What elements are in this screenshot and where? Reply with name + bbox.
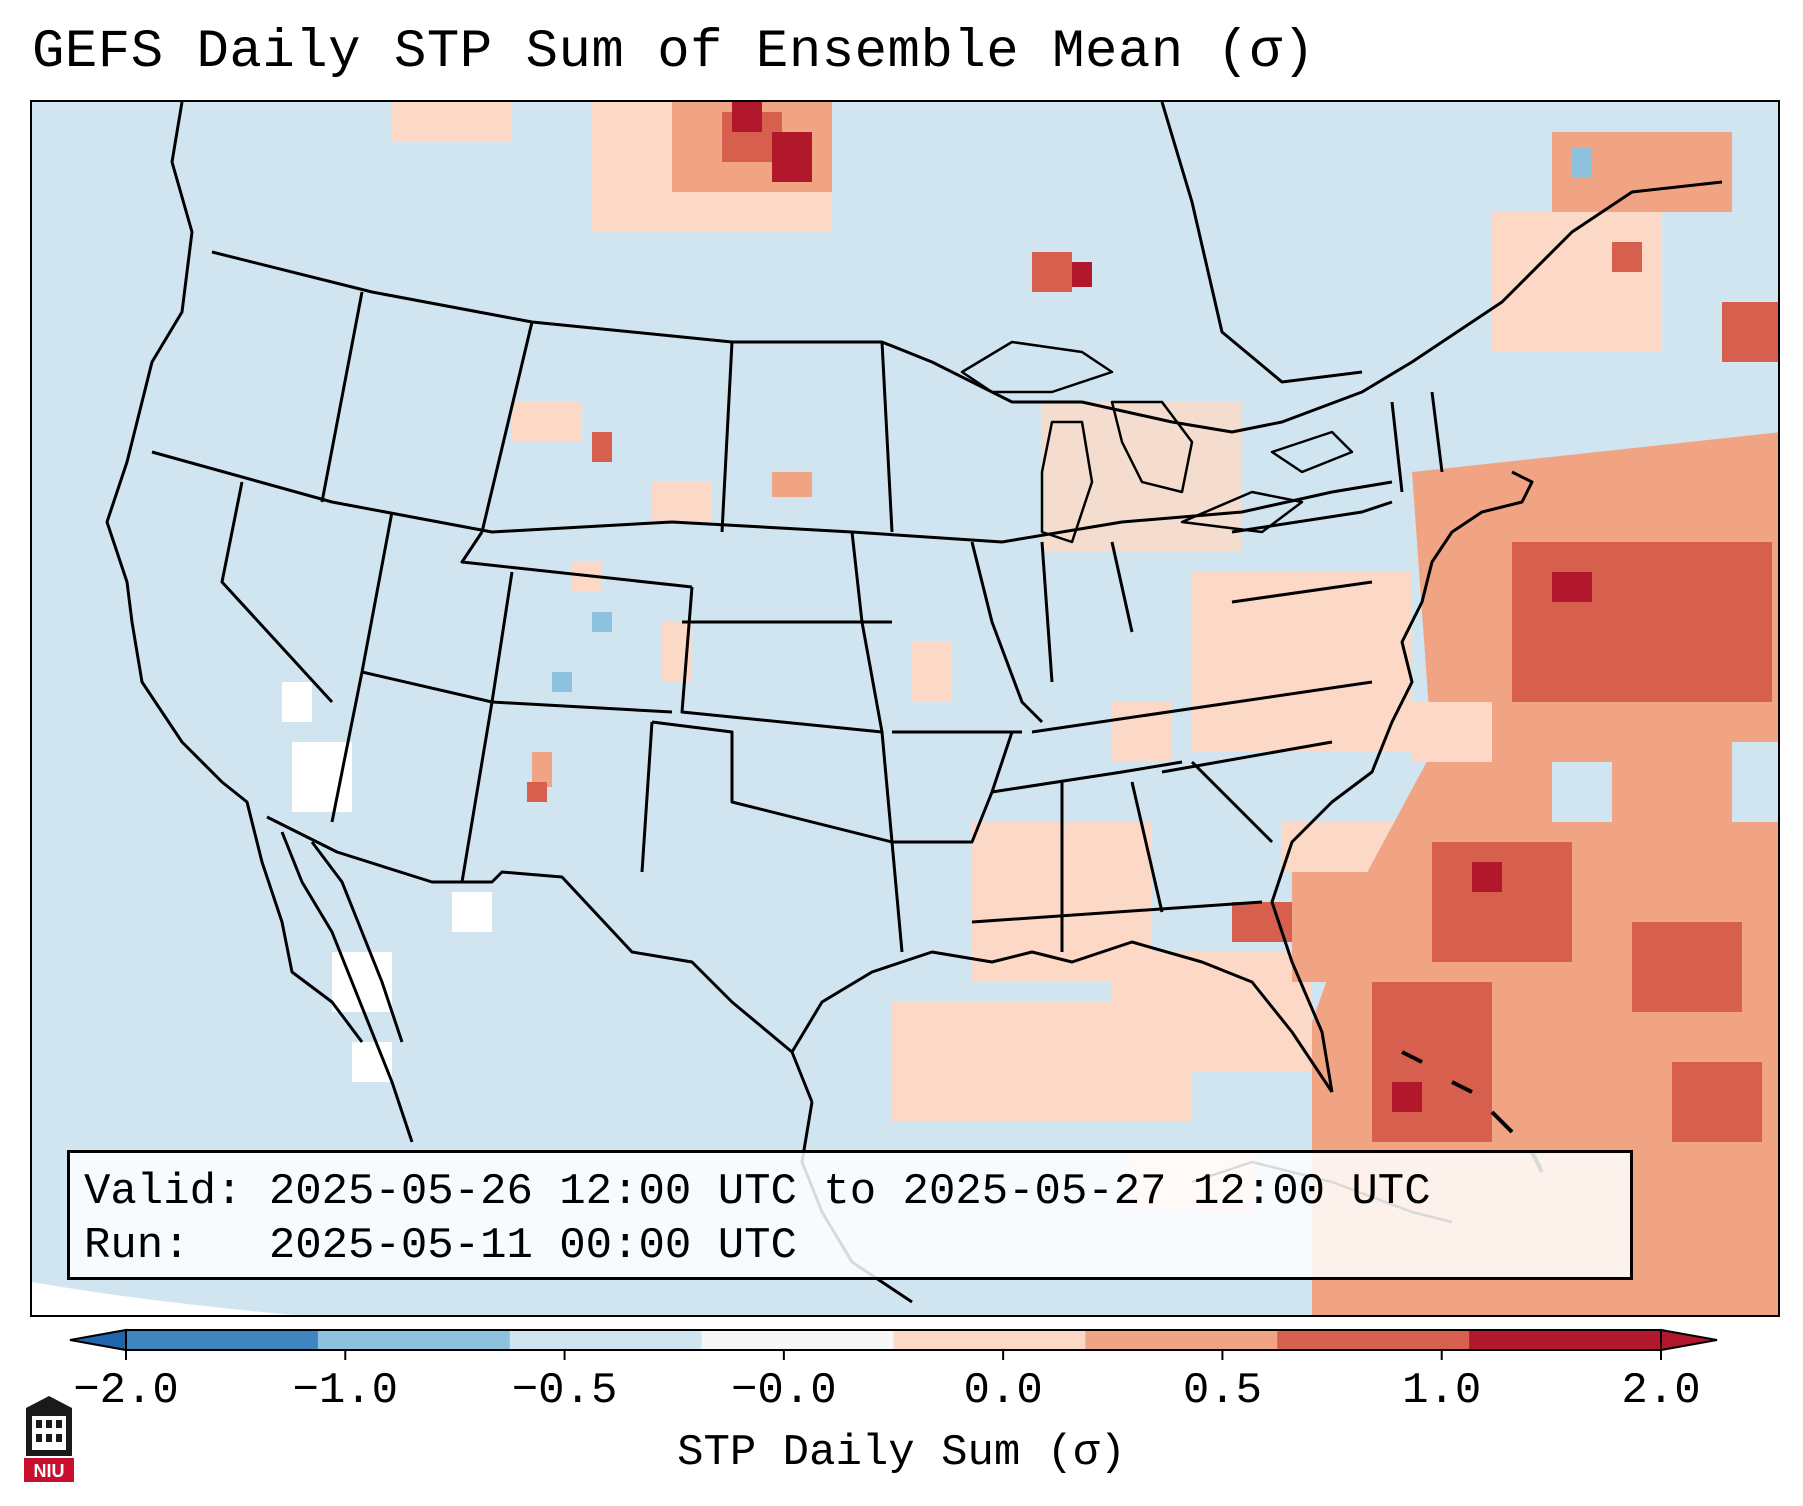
colorbar-segment xyxy=(509,1330,703,1350)
colorbar-segment xyxy=(701,1330,894,1350)
colorbar-label: STP Daily Sum (σ) xyxy=(677,1428,1126,1478)
map-panel[interactable] xyxy=(30,100,1780,1317)
colorbar-tick-label: 0.0 xyxy=(963,1366,1043,1416)
colorbar-segment xyxy=(1469,1330,1662,1350)
colorbar-tick-label: 2.0 xyxy=(1621,1366,1701,1416)
colorbar-tick-label: 1.0 xyxy=(1402,1366,1482,1416)
map-canvas xyxy=(32,102,1778,1315)
chart-title: GEFS Daily STP Sum of Ensemble Mean (σ) xyxy=(32,22,1316,83)
colorbar-segments xyxy=(69,1328,1718,1360)
niu-logo: NIU xyxy=(24,1396,74,1482)
colorbar-segment xyxy=(893,1330,1086,1350)
boundaries xyxy=(105,102,1723,1304)
colorbar-tick-label: 0.5 xyxy=(1182,1366,1263,1416)
colorbar-segment xyxy=(1277,1330,1470,1350)
colorbar-tick-label: −0.0 xyxy=(731,1366,837,1416)
colorbar-tick-label: −1.0 xyxy=(292,1366,399,1416)
colorbar-tick-label: −0.5 xyxy=(511,1366,618,1416)
colorbar-over-arrow xyxy=(1660,1328,1718,1352)
valid-run-info-box: Valid: 2025-05-26 12:00 UTC to 2025-05-2… xyxy=(67,1150,1633,1280)
colorbar-under-arrow xyxy=(69,1328,127,1352)
run-time-text: Run: 2025-05-11 00:00 UTC xyxy=(84,1221,797,1271)
colorbar-tick-label: −2.0 xyxy=(73,1366,179,1416)
valid-time-text: Valid: 2025-05-26 12:00 UTC to 2025-05-2… xyxy=(84,1167,1431,1217)
colorbar xyxy=(69,1328,1718,1360)
colorbar-segment xyxy=(317,1330,511,1350)
colorbar-segment xyxy=(126,1330,319,1350)
stp-shading xyxy=(282,102,1778,1315)
svg-text:NIU: NIU xyxy=(34,1461,65,1481)
colorbar-segment xyxy=(1085,1330,1278,1350)
